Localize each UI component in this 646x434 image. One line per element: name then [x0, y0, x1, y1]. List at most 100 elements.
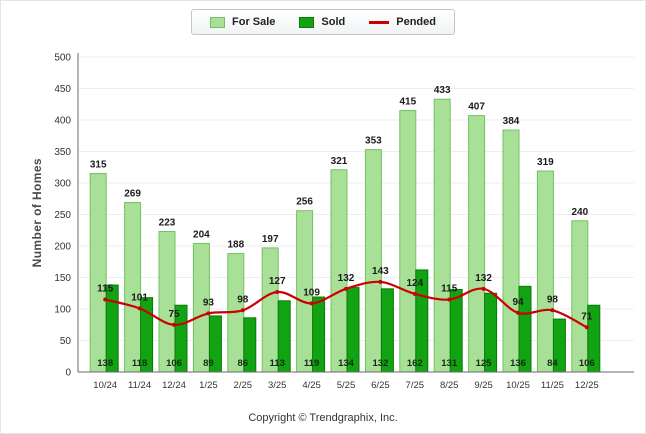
- pended-point: [344, 286, 348, 291]
- bar-for-sale: [261, 247, 279, 373]
- for-sale-value-label: 240: [571, 207, 588, 218]
- bar-for-sale: [124, 202, 142, 373]
- pended-value-label: 101: [131, 292, 148, 303]
- pended-point: [206, 311, 211, 316]
- sold-value-label: 162: [407, 358, 423, 369]
- bar-for-sale: [468, 115, 486, 373]
- x-tick-label: 6/25: [371, 380, 390, 391]
- y-tick-label: 500: [54, 53, 71, 64]
- sold-value-label: 134: [338, 358, 355, 369]
- x-tick-label: 12/25: [575, 380, 599, 391]
- y-tick-label: 50: [60, 336, 72, 347]
- bar-for-sale: [158, 231, 176, 373]
- pended-value-label: 71: [581, 311, 593, 322]
- for-sale-value-label: 384: [503, 116, 520, 127]
- pended-value-label: 124: [406, 278, 423, 289]
- x-tick-label: 9/25: [474, 380, 493, 391]
- for-sale-value-label: 188: [227, 240, 244, 251]
- pended-value-label: 109: [303, 287, 320, 298]
- legend-item-sold: Sold: [299, 16, 345, 28]
- pended-point: [172, 322, 176, 327]
- pended-value-label: 143: [372, 266, 389, 277]
- legend-item-for-sale: For Sale: [210, 16, 275, 28]
- pended-value-label: 75: [168, 309, 180, 320]
- for-sale-value-label: 223: [159, 218, 176, 229]
- pended-point: [447, 297, 452, 302]
- bar-for-sale: [433, 98, 451, 373]
- x-tick-label: 4/25: [302, 380, 321, 391]
- x-tick-label: 1/25: [199, 380, 218, 391]
- sold-value-label: 136: [510, 358, 526, 369]
- for-sale-value-label: 319: [537, 157, 554, 168]
- y-tick-label: 450: [54, 84, 71, 95]
- pended-value-label: 98: [237, 294, 249, 305]
- sold-value-label: 86: [238, 358, 249, 369]
- pended-point: [240, 308, 245, 313]
- y-tick-label: 150: [54, 273, 71, 284]
- sold-value-label: 119: [304, 358, 319, 369]
- for-sale-value-label: 197: [262, 234, 279, 245]
- x-tick-label: 10/25: [506, 380, 530, 391]
- bar-for-sale: [89, 173, 107, 373]
- sold-value-label: 132: [372, 358, 388, 369]
- y-tick-label: 400: [54, 116, 71, 127]
- sold-value-label: 125: [476, 358, 493, 369]
- x-tick-label: 11/25: [541, 380, 564, 391]
- bar-for-sale: [536, 170, 554, 373]
- sold-value-label: 138: [97, 358, 113, 369]
- sold-value-label: 131: [441, 358, 458, 369]
- y-tick-label: 250: [54, 210, 71, 221]
- copyright-text: Copyright © Trendgraphix, Inc.: [248, 412, 398, 424]
- pended-value-label: 115: [97, 284, 114, 295]
- for-sale-value-label: 353: [365, 136, 382, 147]
- pended-point: [309, 301, 314, 306]
- bar-for-sale: [399, 110, 417, 373]
- for-sale-value-label: 256: [296, 197, 313, 208]
- bar-for-sale: [502, 129, 520, 373]
- bar-for-sale: [330, 169, 348, 373]
- pended-value-label: 94: [512, 297, 524, 308]
- y-tick-label: 100: [54, 305, 71, 316]
- legend-label-for-sale: For Sale: [232, 16, 276, 28]
- x-tick-label: 5/25: [337, 380, 356, 391]
- chart-legend: For Sale Sold Pended: [191, 9, 455, 35]
- y-axis-title: Number of Homes: [30, 158, 44, 268]
- x-tick-label: 7/25: [406, 380, 425, 391]
- pended-point: [550, 308, 555, 313]
- pended-value-label: 93: [203, 297, 215, 308]
- for-sale-value-label: 204: [193, 229, 210, 240]
- x-tick-label: 2/25: [234, 380, 253, 391]
- pended-line-swatch: [369, 20, 390, 24]
- bar-for-sale: [364, 149, 382, 373]
- sold-value-label: 113: [270, 358, 285, 369]
- pended-point: [275, 289, 280, 294]
- x-tick-label: 8/25: [440, 380, 459, 391]
- x-tick-label: 12/24: [162, 380, 186, 391]
- sold-value-label: 84: [547, 358, 558, 369]
- x-tick-label: 11/24: [128, 380, 151, 391]
- pended-point: [378, 279, 383, 284]
- sold-value-label: 118: [132, 358, 147, 369]
- for-sale-value-label: 407: [468, 102, 485, 113]
- for-sale-value-label: 315: [90, 160, 107, 171]
- sold-value-label: 89: [203, 358, 214, 369]
- pended-value-label: 132: [475, 273, 492, 284]
- legend-label-sold: Sold: [321, 16, 346, 28]
- pended-point: [481, 286, 486, 291]
- pended-point: [103, 297, 108, 302]
- y-tick-label: 300: [54, 179, 71, 190]
- sold-swatch: [299, 16, 315, 28]
- bar-for-sale: [571, 220, 589, 373]
- sold-value-label: 106: [166, 358, 182, 369]
- for-sale-value-label: 433: [434, 85, 451, 96]
- for-sale-value-label: 269: [124, 189, 141, 200]
- for-sale-value-label: 321: [331, 156, 348, 167]
- y-tick-label: 200: [54, 242, 71, 253]
- pended-value-label: 98: [547, 294, 559, 305]
- pended-value-label: 115: [441, 284, 458, 295]
- x-tick-label: 10/24: [93, 380, 117, 391]
- y-tick-label: 350: [54, 147, 71, 158]
- for-sale-value-label: 415: [399, 97, 416, 108]
- legend-item-pended: Pended: [369, 16, 436, 28]
